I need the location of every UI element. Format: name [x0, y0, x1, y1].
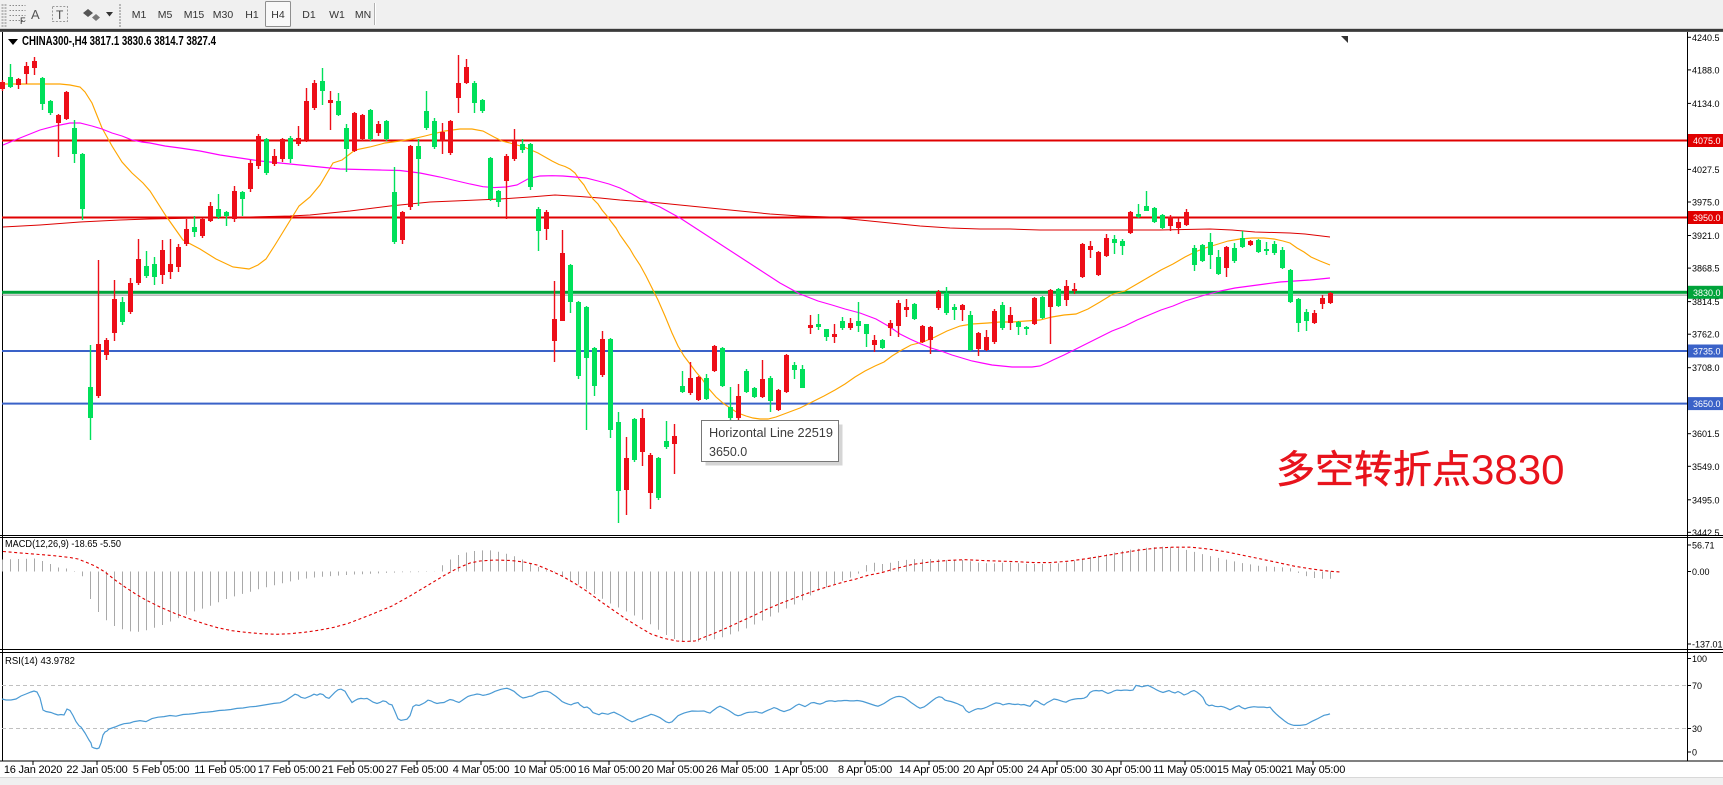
- svg-text:3921.0: 3921.0: [1692, 231, 1720, 241]
- svg-text:8 Apr 05:00: 8 Apr 05:00: [838, 764, 892, 776]
- svg-text:100: 100: [1692, 654, 1707, 664]
- svg-text:24 Apr 05:00: 24 Apr 05:00: [1027, 764, 1087, 776]
- svg-text:21 Feb 05:00: 21 Feb 05:00: [322, 764, 385, 776]
- svg-text:RSI(14) 43.9782: RSI(14) 43.9782: [5, 656, 75, 667]
- svg-text:14 Apr 05:00: 14 Apr 05:00: [899, 764, 959, 776]
- svg-text:0: 0: [1692, 748, 1697, 758]
- svg-text:W1: W1: [329, 9, 345, 21]
- svg-text:56.71: 56.71: [1692, 541, 1715, 551]
- svg-text:21 May 05:00: 21 May 05:00: [1281, 764, 1345, 776]
- svg-text:4 Mar 05:00: 4 Mar 05:00: [453, 764, 510, 776]
- svg-text:Horizontal Line 22519: Horizontal Line 22519: [709, 426, 833, 440]
- svg-text:3495.0: 3495.0: [1692, 495, 1720, 505]
- svg-text:CHINA300-,H4 3817.1 3830.6 38: CHINA300-,H4 3817.1 3830.6 3814.7 3827.4: [22, 34, 216, 48]
- svg-text:3549.0: 3549.0: [1692, 462, 1720, 472]
- svg-text:3735.0: 3735.0: [1693, 347, 1721, 357]
- svg-text:3650.0: 3650.0: [709, 445, 747, 459]
- svg-text:-137.01: -137.01: [1692, 640, 1723, 650]
- svg-text:3708.0: 3708.0: [1692, 363, 1720, 373]
- svg-text:4240.5: 4240.5: [1692, 33, 1720, 43]
- svg-text:1 Apr 05:00: 1 Apr 05:00: [774, 764, 828, 776]
- svg-text:4027.5: 4027.5: [1692, 165, 1720, 175]
- svg-text:3814.5: 3814.5: [1692, 297, 1720, 307]
- svg-text:MN: MN: [355, 9, 371, 21]
- svg-text:D1: D1: [302, 9, 316, 21]
- svg-text:20 Mar 05:00: 20 Mar 05:00: [642, 764, 705, 776]
- svg-text:3762.0: 3762.0: [1692, 330, 1720, 340]
- svg-text:3830: 3830: [1471, 446, 1564, 493]
- svg-text:70: 70: [1692, 681, 1702, 691]
- svg-text:3601.5: 3601.5: [1692, 429, 1720, 439]
- svg-text:0.00: 0.00: [1692, 567, 1710, 577]
- svg-text:H1: H1: [245, 9, 259, 21]
- svg-text:10 Mar 05:00: 10 Mar 05:00: [514, 764, 577, 776]
- svg-text:3975.0: 3975.0: [1692, 198, 1720, 208]
- svg-text:4075.0: 4075.0: [1693, 136, 1721, 146]
- svg-text:M1: M1: [132, 9, 147, 21]
- svg-text:M15: M15: [184, 9, 205, 21]
- svg-text:3868.5: 3868.5: [1692, 264, 1720, 274]
- svg-text:11 Feb 05:00: 11 Feb 05:00: [194, 764, 256, 776]
- svg-text:3442.5: 3442.5: [1692, 528, 1720, 538]
- svg-text:16 Mar 05:00: 16 Mar 05:00: [578, 764, 641, 776]
- svg-text:15 May 05:00: 15 May 05:00: [1217, 764, 1281, 776]
- svg-text:22 Jan 05:00: 22 Jan 05:00: [66, 764, 127, 776]
- svg-text:3650.0: 3650.0: [1693, 399, 1721, 409]
- svg-text:26 Mar 05:00: 26 Mar 05:00: [706, 764, 769, 776]
- svg-text:H4: H4: [271, 9, 285, 21]
- svg-text:4188.0: 4188.0: [1692, 65, 1720, 75]
- svg-text:30: 30: [1692, 724, 1702, 734]
- svg-text:17 Feb 05:00: 17 Feb 05:00: [258, 764, 321, 776]
- svg-text:5 Feb 05:00: 5 Feb 05:00: [133, 764, 190, 776]
- svg-text:3950.0: 3950.0: [1693, 213, 1721, 223]
- svg-text:M30: M30: [213, 9, 234, 21]
- svg-text:16 Jan 2020: 16 Jan 2020: [4, 764, 62, 776]
- svg-text:11 May 05:00: 11 May 05:00: [1153, 764, 1217, 776]
- svg-text:MACD(12,26,9) -18.65 -5.50: MACD(12,26,9) -18.65 -5.50: [5, 539, 121, 550]
- svg-text:27 Feb 05:00: 27 Feb 05:00: [386, 764, 449, 776]
- svg-text:M5: M5: [158, 9, 173, 21]
- svg-text:30 Apr 05:00: 30 Apr 05:00: [1091, 764, 1151, 776]
- svg-text:T: T: [56, 8, 64, 22]
- svg-text:F: F: [20, 16, 26, 26]
- svg-text:20 Apr 05:00: 20 Apr 05:00: [963, 764, 1023, 776]
- svg-text:4134.0: 4134.0: [1692, 99, 1720, 109]
- svg-text:A: A: [31, 7, 40, 22]
- svg-text:3830.0: 3830.0: [1693, 288, 1721, 298]
